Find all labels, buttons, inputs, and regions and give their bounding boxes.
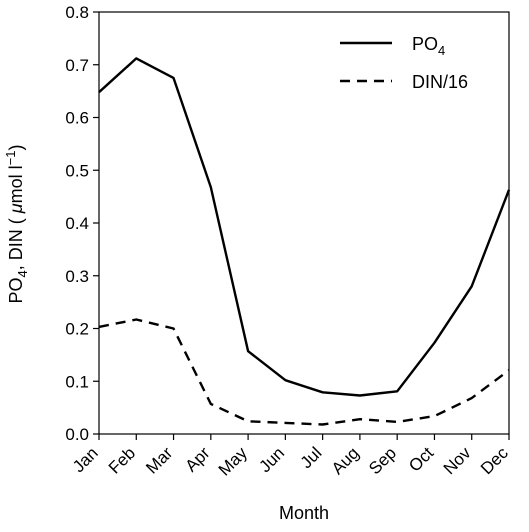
- x-tick-label: Jul: [297, 443, 326, 472]
- x-tick-label: Apr: [181, 443, 213, 475]
- y-tick-label: 0.7: [65, 56, 89, 75]
- legend: PO4 DIN/16: [340, 34, 468, 92]
- y-tick-label: 0.3: [65, 267, 89, 286]
- y-tick-label: 0.0: [65, 425, 89, 444]
- y-tick-label: 0.5: [65, 161, 89, 180]
- x-tick-label: Jun: [255, 443, 288, 476]
- x-tick-label: May: [215, 443, 251, 479]
- series-line-din16: [99, 320, 509, 425]
- y-axis-title: PO4, DIN ( μmol l−1): [3, 145, 30, 304]
- series-group: [99, 58, 509, 424]
- x-tick-label: Sep: [365, 443, 400, 478]
- y-tick-label: 0.4: [65, 214, 89, 233]
- x-tick-label: Aug: [328, 443, 363, 478]
- x-tick-label: Mar: [142, 443, 176, 477]
- y-tick-label: 0.8: [65, 3, 89, 22]
- legend-label: DIN/16: [412, 72, 468, 92]
- x-tick-label: Oct: [405, 443, 437, 475]
- legend-label: PO4: [412, 34, 445, 58]
- x-tick-label: Dec: [477, 443, 512, 478]
- x-axis-title: Month: [279, 503, 329, 523]
- y-tick-label: 0.1: [65, 372, 89, 391]
- y-tick-label: 0.6: [65, 109, 89, 128]
- series-line-po4: [99, 58, 509, 395]
- y-tick-label: 0.2: [65, 320, 89, 339]
- x-tick-label: Feb: [105, 443, 139, 477]
- x-tick-label: Nov: [440, 443, 475, 478]
- x-tick-label: Jan: [69, 443, 102, 476]
